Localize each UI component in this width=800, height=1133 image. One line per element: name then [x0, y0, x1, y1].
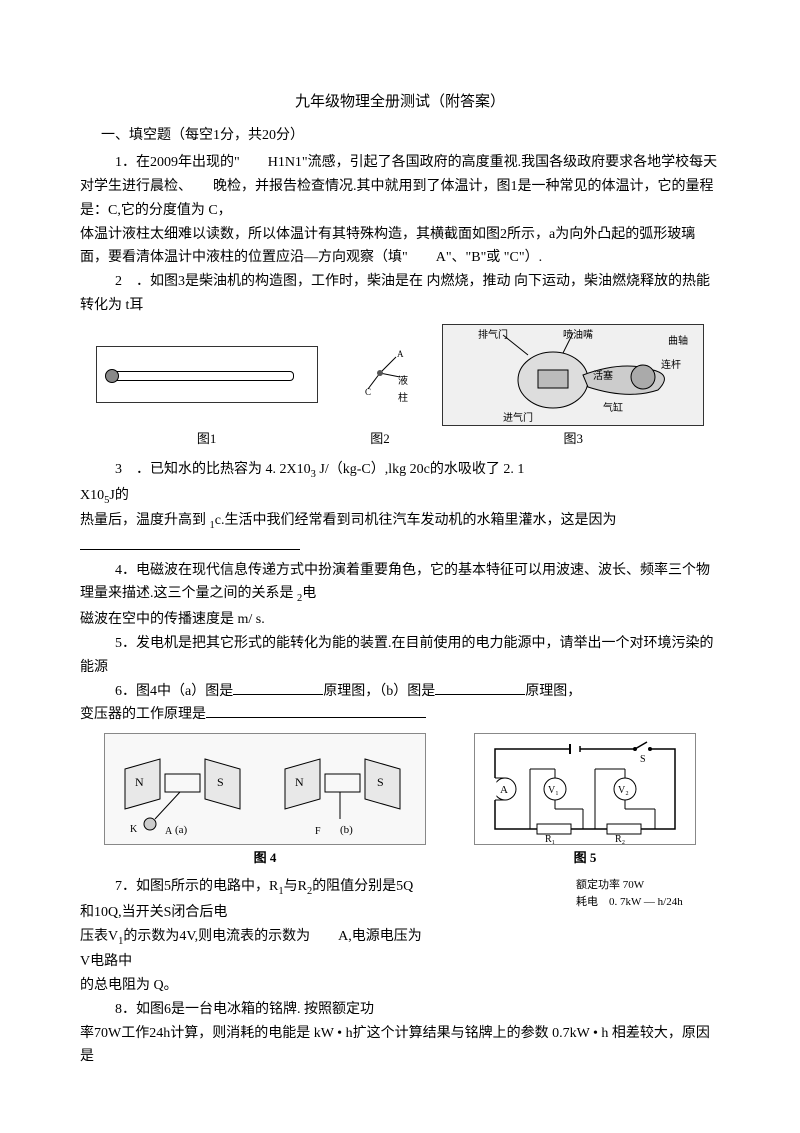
fig1-caption: 图1 — [97, 428, 317, 450]
q3-para-c: 热量后，温度升高到 1c.生活中我们经常看到司机往汽车发动机的水箱里灌水，这是因… — [80, 509, 720, 558]
fig5-caption: 图 5 — [474, 847, 696, 869]
q6b-text: 原理图，（b）图是 — [323, 684, 435, 699]
q6-para-a: 6．图4中（a）图是 原理图，（b）图是 原理图， — [80, 680, 720, 704]
q7c2-text: 的示数为4V,则电流表的示数为 A,电源电压为 — [123, 929, 421, 944]
q4-para-a: 4．电磁波在现代信息传递方式中扮演着重要角色，它的基本特征可以用波速、波长、频率… — [80, 559, 720, 608]
svg-text:R₁: R₁ — [545, 834, 555, 844]
cylinder-label: 气缸 — [603, 400, 623, 417]
svg-text:K: K — [130, 824, 138, 835]
thermometer-bulb — [105, 369, 119, 383]
blank-q6-1 — [233, 680, 323, 695]
q6d-text: 变压器的工作原理是 — [80, 707, 206, 722]
q7-block: 额定功率 70W 耗电 0. 7kW — h/24h 7．如图5所示的电路中，R… — [80, 875, 720, 998]
blank-q6-2 — [435, 680, 525, 695]
svg-text:V₁: V₁ — [548, 785, 559, 796]
q7c-text: 压表V — [80, 929, 118, 944]
fig1-thermometer — [96, 346, 318, 403]
q7-para-e: 的总电阻为 Q。 — [80, 974, 720, 998]
q8-para-b: 率70W工作24h计算，则消耗的电能是 kW • h扩这个计算结果与铭牌上的参数… — [80, 1022, 720, 1070]
fig2-cross-section: A C 液柱 — [350, 345, 410, 405]
q1-para-a: 1．在2009年出现的" H1N1"流感，引起了各国政府的高度重视.我国各级政府… — [80, 151, 720, 222]
svg-text:A: A — [165, 826, 173, 837]
q7a-text: 7．如图5所示的电路中，R — [115, 879, 278, 894]
q7-para-c: 压表V1的示数为4V,则电流表的示数为 A,电源电压为 — [80, 925, 720, 951]
caption-row-1: 图1 图2 图3 — [80, 428, 720, 450]
blank-q3 — [80, 535, 300, 550]
fig5-wrap: S A V₁ V₂ — [474, 733, 696, 869]
blank-q6-3 — [206, 703, 426, 718]
page-title: 九年级物理全册测试（附答案） — [80, 90, 720, 116]
svg-text:A: A — [500, 784, 508, 796]
intake-label: 进气门 — [503, 410, 533, 427]
crank-label: 曲轴 — [668, 333, 688, 350]
rod-label: 连杆 — [661, 357, 681, 374]
circuit-diagram: S A V₁ V₂ — [475, 734, 695, 844]
liquid-label: 液柱 — [398, 373, 410, 407]
s-label: S — [640, 754, 646, 765]
q4-para-b: 磁波在空中的传播速度是 m/ s. — [80, 608, 720, 632]
motor-generator-diagram: N S K A N S — [105, 734, 425, 844]
exhaust-label: 排气门 — [478, 327, 508, 344]
q3c2-text: c.生活中我们经常看到司机往汽车发动机的水箱里灌水，这是因为 — [215, 513, 617, 528]
piston-label: 活塞 — [593, 368, 613, 385]
q6a-text: 6．图4中（a）图是 — [115, 684, 233, 699]
q6-para-b: 变压器的工作原理是 — [80, 703, 720, 727]
svg-text:V₂: V₂ — [618, 785, 629, 796]
fig3-caption: 图3 — [443, 428, 703, 450]
q6c-text: 原理图， — [525, 684, 581, 699]
q3b2-text: J的 — [109, 488, 128, 503]
section-header: 一、填空题（每空1分，共20分） — [80, 124, 720, 148]
q5-para: 5．发电机是把其它形式的能转化为能的装置.在目前使用的电力能源中，请举出一个对环… — [80, 632, 720, 680]
q7-para-d: V电路中 — [80, 950, 720, 974]
q4a2-text: 电 — [302, 586, 316, 601]
fig3-engine: 排气门 喷油嘴 曲轴 连杆 活塞 气缸 进气门 — [442, 324, 704, 426]
nameplate-l1: 额定功率 70W — [576, 877, 716, 894]
figure-row-1: A C 液柱 排气门 喷油嘴 曲轴 连杆 活塞 气缸 进气门 — [80, 324, 720, 426]
svg-text:C: C — [365, 387, 371, 397]
fig5-circuit: S A V₁ V₂ — [474, 733, 696, 845]
svg-text:S: S — [377, 775, 384, 789]
fig4-wrap: N S K A N S — [104, 733, 426, 869]
nameplate-box: 额定功率 70W 耗电 0. 7kW — h/24h — [572, 875, 720, 912]
q8-para-a: 8．如图6是一台电冰箱的铭牌. 按照额定功 — [80, 998, 720, 1022]
fig4-sub-b: (b) — [340, 821, 353, 840]
q3c-text: 热量后，温度升高到 — [80, 513, 210, 528]
fig4-sub-a: (a) — [175, 821, 187, 840]
q7a2-text: 与R — [284, 879, 307, 894]
fig4-diagram: N S K A N S — [104, 733, 426, 845]
svg-text:N: N — [295, 775, 304, 789]
document-page: 九年级物理全册测试（附答案） 一、填空题（每空1分，共20分） 1．在2009年… — [0, 0, 800, 1109]
fig2-caption: 图2 — [350, 428, 410, 450]
nameplate-l2: 耗电 0. 7kW — h/24h — [576, 894, 716, 911]
q7a3-text: 的阻值分别是5Q — [312, 879, 413, 894]
q3a2-text: J/（kg-C）,lkg 20c的水吸收了 2. 1 — [316, 462, 524, 477]
q1-para-b: 体温计液柱太细难以读数，所以体温计有其特殊构造，其横截面如图2所示，a为向外凸起… — [80, 223, 720, 271]
svg-text:N: N — [135, 775, 144, 789]
svg-text:S: S — [217, 775, 224, 789]
svg-text:A: A — [397, 349, 404, 359]
q3a-text: 3 ．已知水的比热容为 4. 2X10 — [115, 462, 311, 477]
q4a-text: 4．电磁波在现代信息传递方式中扮演着重要角色，它的基本特征可以用波速、波长、频率… — [80, 563, 710, 602]
fig1-wrap — [96, 346, 318, 403]
q3-para-a: 3 ．已知水的比热容为 4. 2X103 J/（kg-C）,lkg 20c的水吸… — [80, 458, 720, 484]
svg-text:F: F — [315, 826, 321, 837]
fig4-caption: 图 4 — [104, 847, 426, 869]
q3b-text: X10 — [80, 488, 104, 503]
q3-para-b: X105J的 — [80, 484, 720, 510]
figure-row-2: N S K A N S — [80, 733, 720, 869]
q2-para: 2 ．如图3是柴油机的构造图，工作时，柴油是在 内燃烧，推动 向下运动，柴油燃烧… — [80, 270, 720, 318]
nozzle-label: 喷油嘴 — [563, 327, 593, 344]
svg-text:R₂: R₂ — [615, 834, 625, 844]
thermometer-tube — [112, 371, 294, 381]
